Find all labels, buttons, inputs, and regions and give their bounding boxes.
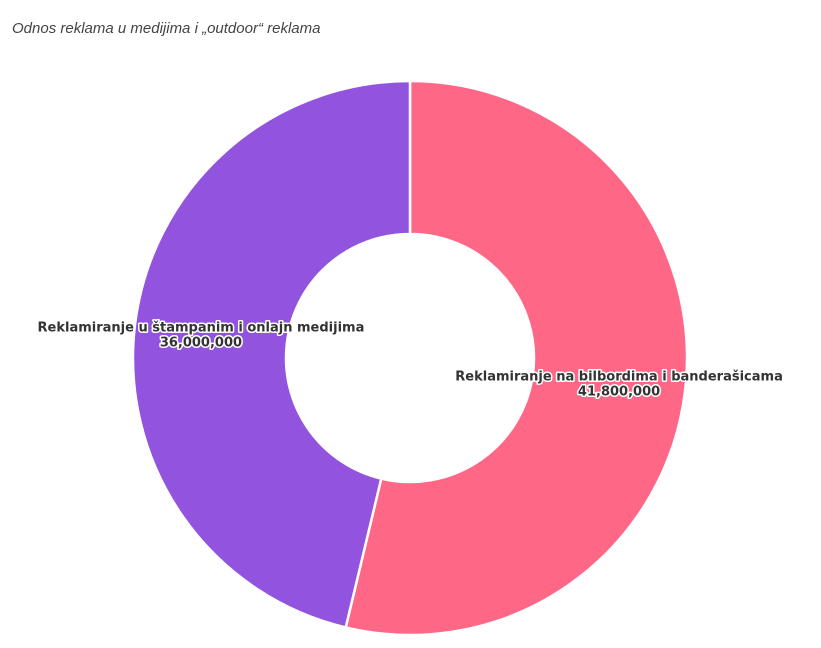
labels-layer: Reklamiranje na bilbordima i banderašica…: [36, 319, 784, 401]
chart-title: Odnos reklama u medijima i „outdoor“ rek…: [12, 20, 321, 37]
slice-label-value-1: 41,800,000: [578, 385, 660, 400]
slices-layer: [131, 79, 689, 637]
donut-slice-1[interactable]: [344, 79, 689, 637]
slice-label-name-1: Reklamiranje na bilbordima i banderašica…: [455, 370, 783, 385]
slice-label-name-2: Reklamiranje u štampanim i onlajn mediji…: [38, 320, 365, 335]
donut-slice-2[interactable]: [131, 79, 412, 629]
slice-label-value-2: 36,000,000: [160, 335, 242, 350]
